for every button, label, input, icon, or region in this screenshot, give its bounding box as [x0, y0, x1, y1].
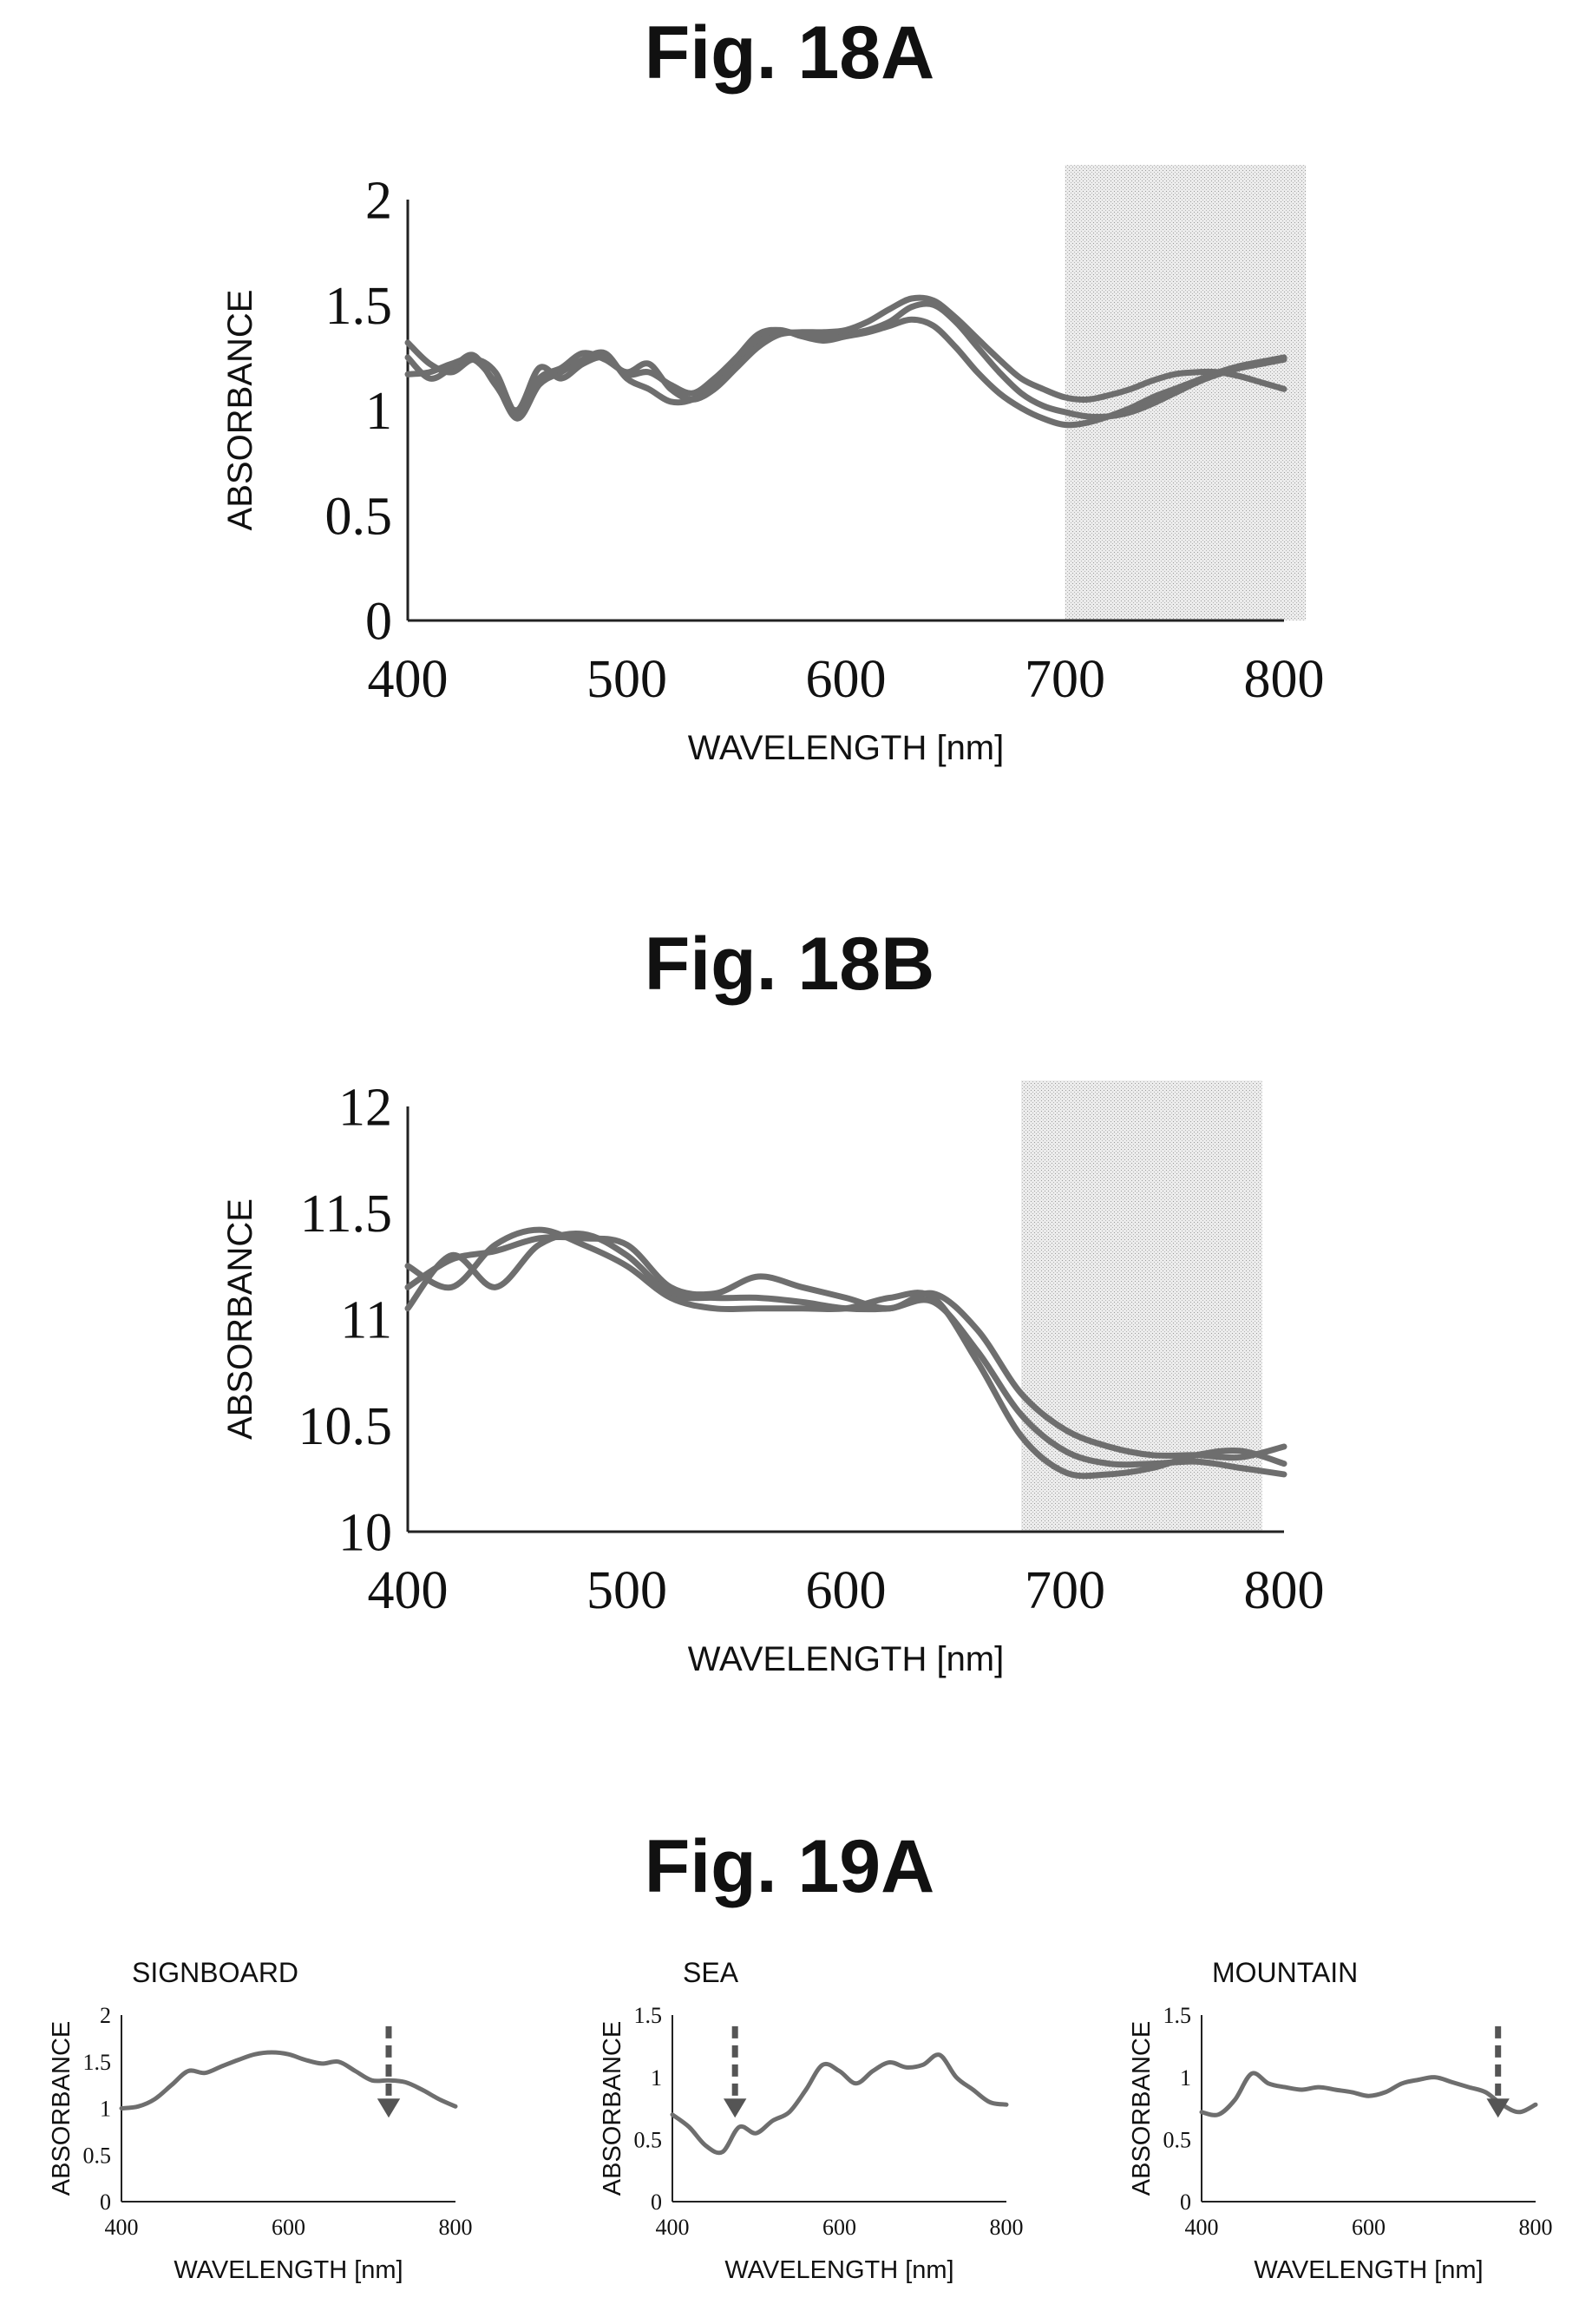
y-tick-label: 1.5 — [325, 277, 393, 336]
series-line-1 — [1199, 2071, 1538, 2117]
y-tick-label: 0 — [365, 593, 392, 652]
series-line-1 — [670, 2052, 1009, 2156]
fig-18b-chart: 10 10.5 11 11.5 12 400 500 600 700 800 WAVELENGTH … — [221, 1079, 1325, 1678]
y-tick-label: 0.5 — [325, 487, 393, 546]
series-line-3 — [404, 294, 1287, 417]
panel-title: SIGNBOARD — [132, 1957, 298, 1988]
y-tick-label: 12 — [338, 1079, 392, 1138]
panel-title: SEA — [683, 1957, 739, 1988]
y-tick-label: 10 — [338, 1504, 392, 1563]
y-axis-label: ABSORBANCE — [221, 290, 259, 531]
x-tick-label: 700 — [1025, 1561, 1105, 1620]
y-axis-label: ABSORBANCE — [48, 2021, 75, 2196]
y-tick-label: 1 — [651, 2065, 662, 2091]
y-tick-label: 1.5 — [83, 2050, 112, 2075]
x-tick-label: 800 — [1519, 2215, 1553, 2240]
y-tick-label: 2 — [365, 172, 392, 231]
y-tick-label: 0.5 — [1163, 2127, 1192, 2152]
arrow-head-icon — [723, 2098, 747, 2118]
fig-18a-title: Fig. 18A — [644, 11, 935, 95]
x-axis-label: WAVELENGTH [nm] — [174, 2256, 403, 2284]
x-tick-label: 400 — [656, 2215, 690, 2240]
y-axis-label: ABSORBANCE — [1128, 2021, 1156, 2196]
series-line-1 — [119, 2050, 458, 2111]
x-tick-label: 600 — [806, 1561, 887, 1620]
x-tick-label: 800 — [1244, 1561, 1325, 1620]
series-line-2 — [404, 1233, 1287, 1461]
x-tick-label: 600 — [272, 2215, 305, 2240]
y-axis-label: ABSORBANCE — [599, 2021, 626, 2196]
y-tick-label: 2 — [100, 2003, 111, 2028]
x-tick-label: 400 — [105, 2215, 139, 2240]
y-tick-label: 0 — [1180, 2189, 1191, 2215]
y-tick-label: 10.5 — [298, 1397, 393, 1456]
x-tick-label: 400 — [368, 1561, 449, 1620]
y-tick-label: 11 — [340, 1291, 392, 1350]
shaded-band — [1065, 165, 1307, 620]
x-tick-label: 700 — [1025, 650, 1105, 709]
y-tick-label: 1 — [100, 2097, 111, 2122]
x-tick-label: 600 — [806, 650, 887, 709]
y-tick-label: 0.5 — [634, 2127, 663, 2152]
panel-title: MOUNTAIN — [1212, 1957, 1358, 1988]
x-tick-label: 800 — [990, 2215, 1024, 2240]
arrow-head-icon — [1486, 2098, 1510, 2118]
y-tick-label: 1.5 — [634, 2003, 663, 2028]
series-line-3 — [404, 1226, 1287, 1480]
y-tick-label: 1.5 — [1163, 2003, 1192, 2028]
x-axis-label: WAVELENGTH [nm] — [688, 729, 1005, 767]
x-axis-label: WAVELENGTH [nm] — [1254, 2256, 1483, 2284]
x-tick-label: 500 — [586, 1561, 667, 1620]
fig-18b-title: Fig. 18B — [644, 922, 935, 1006]
y-tick-label: 0 — [100, 2189, 111, 2215]
series-line-2 — [404, 316, 1287, 429]
y-tick-label: 0.5 — [83, 2143, 112, 2168]
x-axis-label: WAVELENGTH [nm] — [688, 1640, 1005, 1678]
arrow-head-icon — [377, 2098, 401, 2118]
fig-19a-title: Fig. 19A — [644, 1825, 935, 1908]
y-tick-label: 1 — [1180, 2065, 1191, 2091]
x-tick-label: 400 — [368, 650, 449, 709]
x-tick-label: 800 — [439, 2215, 473, 2240]
x-tick-label: 600 — [822, 2215, 856, 2240]
fig-18a-chart: 0 0.5 1 1.5 2 400 500 600 700 800 WAVELENGTH [nm] A… — [221, 165, 1325, 767]
x-tick-label: 500 — [586, 650, 667, 709]
y-tick-label: 11.5 — [300, 1185, 392, 1244]
x-tick-label: 800 — [1244, 650, 1325, 709]
x-tick-label: 600 — [1352, 2215, 1386, 2240]
y-axis-label: ABSORBANCE — [221, 1198, 259, 1440]
x-tick-label: 400 — [1185, 2215, 1219, 2240]
x-axis-label: WAVELENGTH [nm] — [724, 2256, 953, 2284]
y-tick-label: 1 — [365, 382, 392, 441]
y-tick-label: 0 — [651, 2189, 662, 2215]
